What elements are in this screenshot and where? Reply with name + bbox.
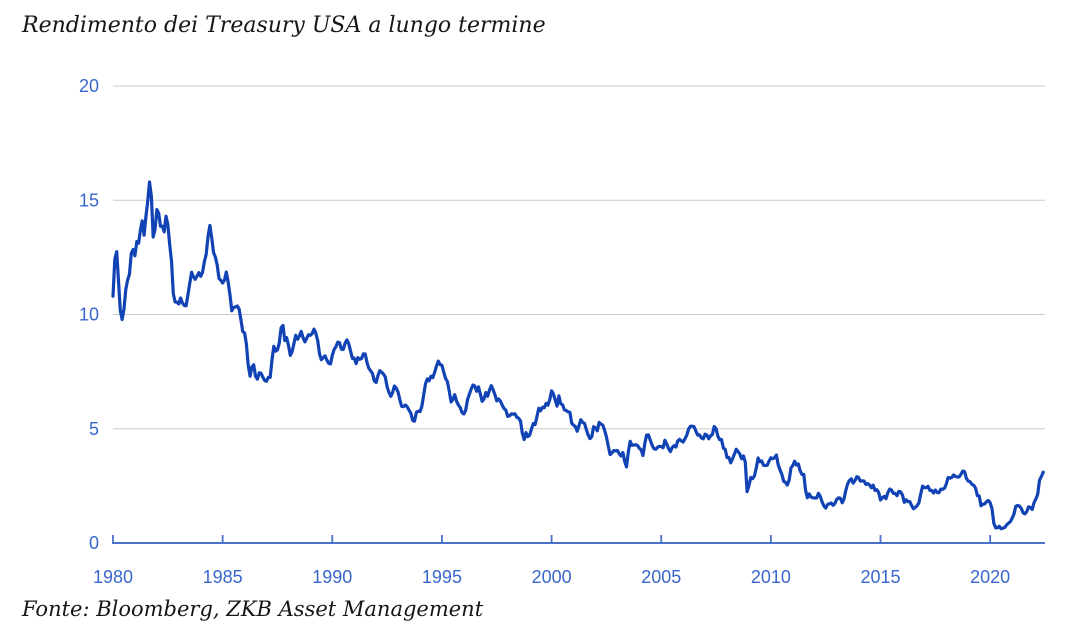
y-tick-label: 10	[79, 305, 99, 325]
x-tick-label: 2000	[532, 567, 572, 587]
yield-line	[111, 180, 1045, 531]
x-tick-label: 2010	[751, 567, 791, 587]
x-tick-label: 2020	[970, 567, 1010, 587]
x-tick-label: 2005	[641, 567, 681, 587]
y-tick-label: 20	[79, 76, 99, 96]
x-tick-label: 1990	[312, 567, 352, 587]
x-tick-label: 1995	[422, 567, 462, 587]
x-tick-label: 1980	[93, 567, 133, 587]
y-tick-label: 5	[89, 419, 99, 439]
x-tick-label: 1985	[203, 567, 243, 587]
chart-title: Rendimento dei Treasury USA a lungo term…	[22, 13, 546, 38]
y-tick-label: 15	[79, 190, 99, 210]
x-tick-label: 2015	[861, 567, 901, 587]
source-note: Fonte: Bloomberg, ZKB Asset Management	[22, 597, 484, 621]
y-tick-label: 0	[89, 533, 99, 553]
